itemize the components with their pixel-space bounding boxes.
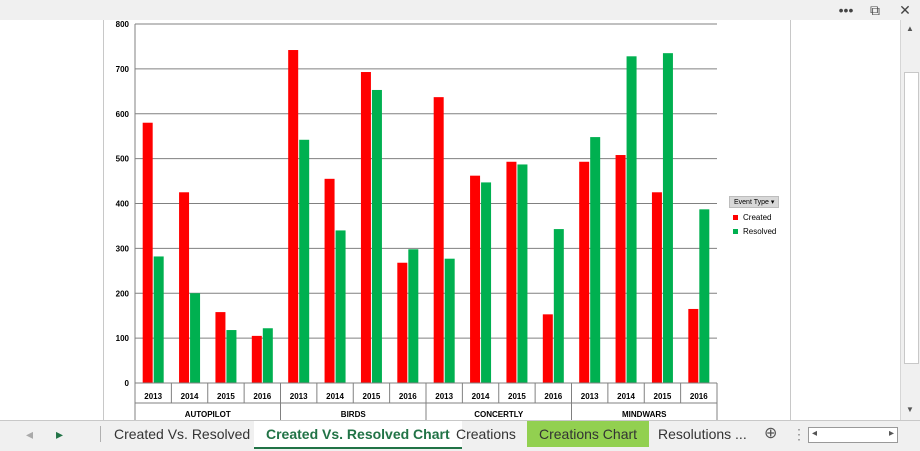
x-tick-label-year: 2015 xyxy=(508,392,526,401)
bar-resolved-birds-2015 xyxy=(371,89,382,383)
x-tick-label-year: 2015 xyxy=(217,392,235,401)
add-sheet-icon[interactable]: ⊕ xyxy=(764,425,778,442)
bar-resolved-autopilot-2015 xyxy=(226,330,237,383)
horizontal-scrollbar[interactable]: ◂ ▸ xyxy=(808,427,898,443)
x-tick-label-year: 2013 xyxy=(435,392,453,401)
sheet-area-left xyxy=(0,20,104,420)
bar-created-concertly-2013 xyxy=(433,97,444,384)
y-tick-label: 600 xyxy=(116,110,130,119)
x-tick-label-year: 2014 xyxy=(472,392,490,401)
y-tick-label: 100 xyxy=(116,334,130,343)
tab-nav-next-icon[interactable]: ▸ xyxy=(56,426,64,442)
bar-created-concertly-2016 xyxy=(542,314,553,383)
x-tick-label-year: 2013 xyxy=(581,392,599,401)
x-tick-label-year: 2014 xyxy=(617,392,635,401)
scroll-up-icon[interactable]: ▲ xyxy=(906,24,914,33)
restore-icon[interactable]: ⧉ xyxy=(870,2,880,18)
y-tick-label: 700 xyxy=(116,65,130,74)
scroll-right-icon[interactable]: ▸ xyxy=(888,428,894,439)
chart-legend: Event Type ▾ Created Resolved xyxy=(729,196,780,236)
bar-resolved-concertly-2016 xyxy=(553,229,564,383)
bar-created-birds-2016 xyxy=(397,262,408,383)
x-tick-label-year: 2013 xyxy=(144,392,162,401)
bar-created-autopilot-2016 xyxy=(251,335,262,383)
tab-creations[interactable]: Creations xyxy=(456,426,516,442)
legend-item-created: Created xyxy=(729,213,779,222)
event-type-filter-button[interactable]: Event Type ▾ xyxy=(729,196,780,208)
y-tick-label: 200 xyxy=(116,289,130,298)
x-group-label: AUTOPILOT xyxy=(185,410,231,419)
close-icon[interactable]: ✕ xyxy=(899,2,911,18)
bar-created-autopilot-2014 xyxy=(179,192,190,383)
y-tick-label: 800 xyxy=(116,20,130,29)
dropdown-arrow-icon: ▾ xyxy=(770,199,775,206)
bar-created-birds-2013 xyxy=(288,50,299,384)
bar-resolved-autopilot-2016 xyxy=(262,328,273,383)
x-tick-label-year: 2015 xyxy=(363,392,381,401)
bar-resolved-birds-2016 xyxy=(408,249,419,383)
bar-created-mindwars-2013 xyxy=(579,161,590,383)
tab-creations-chart[interactable]: Creations Chart xyxy=(527,421,650,447)
more-options-icon[interactable]: ••• xyxy=(838,2,854,18)
y-tick-label: 0 xyxy=(125,379,130,388)
bar-resolved-autopilot-2014 xyxy=(190,293,201,383)
x-tick-label-year: 2016 xyxy=(544,392,562,401)
bar-resolved-birds-2013 xyxy=(299,139,310,383)
bar-resolved-concertly-2015 xyxy=(517,164,528,383)
bar-resolved-mindwars-2016 xyxy=(699,209,710,383)
tab-resolutions[interactable]: Resolutions ... xyxy=(658,426,747,442)
chart-area: 0 100 200 300 400 500 600 700 800 2013 2014 2015 201… xyxy=(116,20,718,420)
x-tick-label-year: 2015 xyxy=(654,392,672,401)
tab-created-vs-resolved[interactable]: Created Vs. Resolved xyxy=(114,426,251,442)
bar-resolved-autopilot-2013 xyxy=(153,256,164,383)
bar-created-mindwars-2015 xyxy=(651,192,662,383)
bar-created-autopilot-2015 xyxy=(215,312,226,383)
legend-swatch-created xyxy=(733,215,738,220)
x-tick-label-year: 2013 xyxy=(290,392,308,401)
legend-label-resolved: Resolved xyxy=(743,227,777,236)
legend-label-created: Created xyxy=(743,213,772,222)
legend-item-resolved: Resolved xyxy=(729,227,779,236)
bar-created-mindwars-2016 xyxy=(688,308,699,383)
x-group-label: MINDWARS xyxy=(622,410,667,419)
tab-options-icon[interactable]: ⋮ xyxy=(792,426,806,442)
sheet-area-right xyxy=(790,20,901,420)
vertical-scrollbar[interactable]: ▲ ▼ xyxy=(900,20,920,420)
tab-nav-prev-icon[interactable]: ◂ xyxy=(26,426,34,442)
bar-created-birds-2014 xyxy=(324,178,335,383)
x-group-label: CONCERTLY xyxy=(474,410,524,419)
window-titlebar: ••• ⧉ ✕ xyxy=(0,0,920,20)
bar-created-concertly-2014 xyxy=(470,175,481,383)
x-tick-label-year: 2016 xyxy=(690,392,708,401)
y-tick-label: 400 xyxy=(116,200,130,209)
bar-created-birds-2015 xyxy=(360,72,371,384)
x-tick-label-year: 2016 xyxy=(253,392,271,401)
bar-resolved-mindwars-2013 xyxy=(590,137,601,383)
bar-created-autopilot-2013 xyxy=(142,122,153,383)
bar-resolved-concertly-2013 xyxy=(444,258,455,383)
legend-swatch-resolved xyxy=(733,229,738,234)
bar-created-concertly-2015 xyxy=(506,161,517,383)
legend-title: Event Type xyxy=(734,199,769,206)
y-tick-label: 500 xyxy=(116,155,130,164)
tab-created-vs-resolved-chart[interactable]: Created Vs. Resolved Chart xyxy=(254,421,462,449)
bar-resolved-birds-2014 xyxy=(335,230,346,383)
scroll-down-icon[interactable]: ▼ xyxy=(906,405,914,414)
bar-resolved-mindwars-2015 xyxy=(662,53,673,383)
bar-resolved-mindwars-2014 xyxy=(626,56,637,384)
x-tick-label-year: 2014 xyxy=(326,392,344,401)
y-tick-label: 300 xyxy=(116,244,130,253)
x-tick-label-year: 2016 xyxy=(399,392,417,401)
x-group-label: BIRDS xyxy=(341,410,367,419)
sheet-tab-bar: ◂ ▸ Created Vs. Resolved Created Vs. Res… xyxy=(0,420,920,451)
x-tick-label-year: 2014 xyxy=(181,392,199,401)
scroll-left-icon[interactable]: ◂ xyxy=(812,428,818,439)
bar-resolved-concertly-2014 xyxy=(481,182,492,383)
bar-created-mindwars-2014 xyxy=(615,155,626,383)
scroll-thumb[interactable] xyxy=(904,72,919,364)
